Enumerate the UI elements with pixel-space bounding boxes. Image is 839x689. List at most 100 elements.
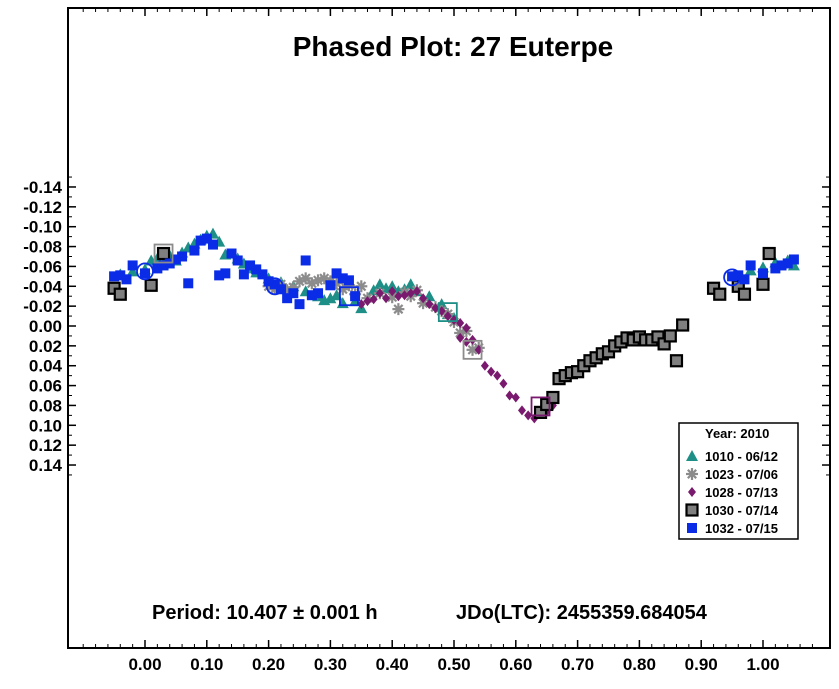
- diamond-marker: [400, 290, 409, 301]
- data-point: [511, 392, 520, 403]
- square-marker: [685, 503, 699, 517]
- data-point: [306, 290, 317, 301]
- diamond-marker: [480, 360, 489, 371]
- asterisk-stroke: [687, 469, 697, 479]
- filled-square-marker: [758, 268, 768, 279]
- triangle-marker: [324, 292, 337, 304]
- data-point: [517, 405, 526, 416]
- y-tick-label: 0.04: [29, 357, 63, 376]
- y-tick-label: -0.04: [23, 277, 62, 296]
- filled-square-marker: [782, 258, 793, 269]
- y-tick-label: 0.02: [29, 337, 62, 356]
- data-point: [462, 322, 471, 333]
- data-point: [386, 280, 399, 292]
- data-point: [126, 265, 139, 277]
- legend-marker: [687, 523, 697, 533]
- square-marker: [669, 354, 684, 368]
- square-marker: [762, 246, 776, 261]
- filled-square-marker: [687, 523, 697, 533]
- x-tick-label: 0.90: [685, 655, 718, 674]
- diamond-marker: [499, 378, 508, 389]
- data-point: [770, 263, 781, 274]
- diamond-marker: [456, 318, 465, 329]
- data-point: [388, 286, 397, 297]
- data-point: [269, 279, 280, 290]
- filled-square-marker: [220, 268, 231, 279]
- data-point: [412, 286, 421, 297]
- data-point: [669, 354, 684, 368]
- data-point: [756, 277, 770, 291]
- open-square-marker: [339, 286, 359, 307]
- x-tick-label: 0.00: [128, 655, 161, 674]
- data-point: [220, 268, 231, 279]
- data-point: [113, 287, 127, 301]
- diamond-marker: [412, 286, 421, 297]
- legend-items: 1010 - 06/12 1023 - 07/06 1028 - 07/13 1030…: [685, 449, 779, 536]
- data-point: [343, 275, 354, 286]
- filled-square-marker: [770, 263, 781, 274]
- data-point: [201, 233, 212, 244]
- data-point: [293, 275, 306, 288]
- diamond-marker: [369, 294, 378, 305]
- data-point: [456, 318, 465, 329]
- x-tick-label: 0.20: [252, 655, 285, 674]
- filled-square-marker: [739, 274, 750, 285]
- x-tick-label: 0.10: [190, 655, 223, 674]
- triangle-marker: [686, 450, 698, 461]
- data-point: [331, 268, 342, 279]
- asterisk-stroke: [387, 292, 398, 303]
- data-point: [382, 293, 391, 304]
- diamond-marker: [443, 311, 452, 322]
- y-tick-label: 0.08: [29, 396, 62, 415]
- diamond-marker: [493, 370, 502, 381]
- data-point: [275, 284, 286, 295]
- legend-label: 1032 - 07/15: [705, 521, 778, 536]
- data-point: [400, 290, 409, 301]
- diamond-marker: [431, 303, 440, 314]
- filled-square-marker: [269, 279, 280, 290]
- filled-square-marker: [207, 239, 218, 250]
- data-point: [324, 292, 337, 304]
- data-point: [300, 255, 311, 266]
- data-point: [140, 268, 150, 279]
- data-point: [257, 269, 268, 280]
- filled-square-marker: [152, 263, 163, 274]
- data-point: [313, 288, 324, 299]
- y-tick-label: -0.10: [23, 218, 62, 237]
- data-point: [431, 303, 440, 314]
- filled-square-marker: [306, 290, 317, 301]
- asterisk-stroke: [319, 273, 330, 284]
- filled-square-marker: [245, 260, 256, 271]
- y-tick-label: 0.10: [29, 416, 62, 435]
- filled-square-marker: [226, 248, 237, 259]
- data-point: [288, 288, 299, 299]
- legend-marker: [688, 487, 696, 497]
- legend-label: 1010 - 06/12: [705, 449, 778, 464]
- plot-frame: [67, 7, 831, 649]
- legend-label: 1030 - 07/14: [705, 503, 779, 518]
- x-axis-ticks: 0.00 0.10 0.20 0.30 0.40 0.50 0.60 0.70 0.80 0.90…: [82, 8, 813, 674]
- filled-square-marker: [325, 280, 336, 291]
- x-tick-label: 0.50: [437, 655, 470, 674]
- highlight-markers: [136, 243, 741, 417]
- square-marker: [737, 287, 752, 301]
- data-point: [776, 260, 787, 271]
- data-point: [282, 293, 293, 304]
- data-point: [663, 329, 677, 343]
- data-point: [189, 245, 200, 256]
- diamond-marker: [688, 487, 696, 497]
- filled-square-marker: [350, 291, 361, 302]
- x-tick-label: 0.30: [314, 655, 347, 674]
- filled-square-marker: [121, 274, 132, 285]
- data-point: [238, 269, 249, 280]
- data-point: [337, 273, 348, 284]
- diamond-marker: [394, 291, 403, 302]
- diamond-marker: [517, 405, 526, 416]
- open-square-marker: [437, 302, 458, 322]
- diamond-marker: [357, 299, 366, 310]
- legend-marker: [685, 503, 699, 517]
- legend-marker: [686, 468, 698, 480]
- filled-square-marker: [275, 284, 286, 295]
- x-tick-label: 1.00: [746, 655, 779, 674]
